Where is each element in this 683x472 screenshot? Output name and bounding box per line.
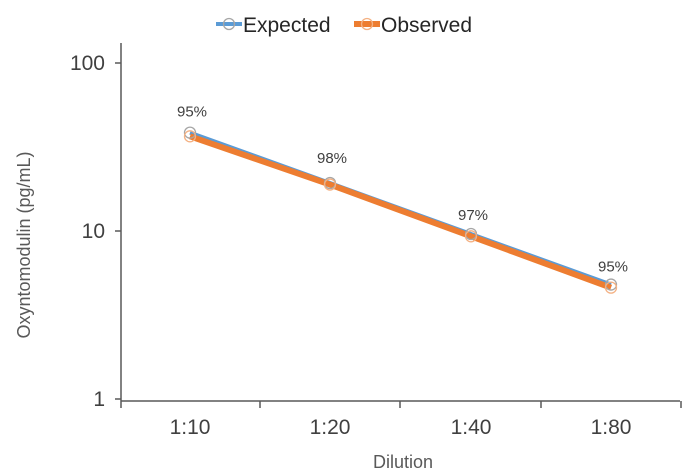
y-tick-label: 1 <box>93 388 105 411</box>
x-tick-label: 1:40 <box>451 416 492 439</box>
data-point-expected <box>604 278 618 291</box>
x-axis-title: Dilution <box>373 452 433 472</box>
y-axis: 1 10 100 <box>70 43 122 411</box>
data-label: 97% <box>458 207 488 224</box>
legend-label: Expected <box>243 14 331 37</box>
data-point-observed <box>464 230 478 243</box>
legend-item-observed: Observed <box>354 14 472 37</box>
x-tick-label: 1:20 <box>310 416 351 439</box>
y-axis-title: Oxyntomodulin (pg/mL) <box>14 151 34 338</box>
legend-marker <box>360 17 374 31</box>
y-tick-label: 10 <box>82 220 105 243</box>
legend-item-expected: Expected <box>216 14 331 37</box>
data-label: 98% <box>317 150 347 167</box>
legend-label: Observed <box>381 14 472 37</box>
data-label: 95% <box>598 259 628 276</box>
data-labels: 95% 98% 97% 95% <box>177 104 628 276</box>
series-line-observed <box>189 133 613 291</box>
x-axis: 1:10 1:20 1:40 1:80 <box>120 400 682 439</box>
data-point-observed <box>183 130 197 143</box>
y-tick-label: 100 <box>70 52 105 75</box>
series-layer <box>183 126 618 294</box>
data-point-observed <box>323 178 337 191</box>
data-point-observed <box>604 281 618 294</box>
x-tick-label: 1:10 <box>170 416 211 439</box>
x-tick-label: 1:80 <box>591 416 632 439</box>
data-point-expected <box>183 126 197 139</box>
legend: Expected Observed <box>216 14 472 37</box>
legend-marker <box>222 17 236 31</box>
data-label: 95% <box>177 104 207 121</box>
